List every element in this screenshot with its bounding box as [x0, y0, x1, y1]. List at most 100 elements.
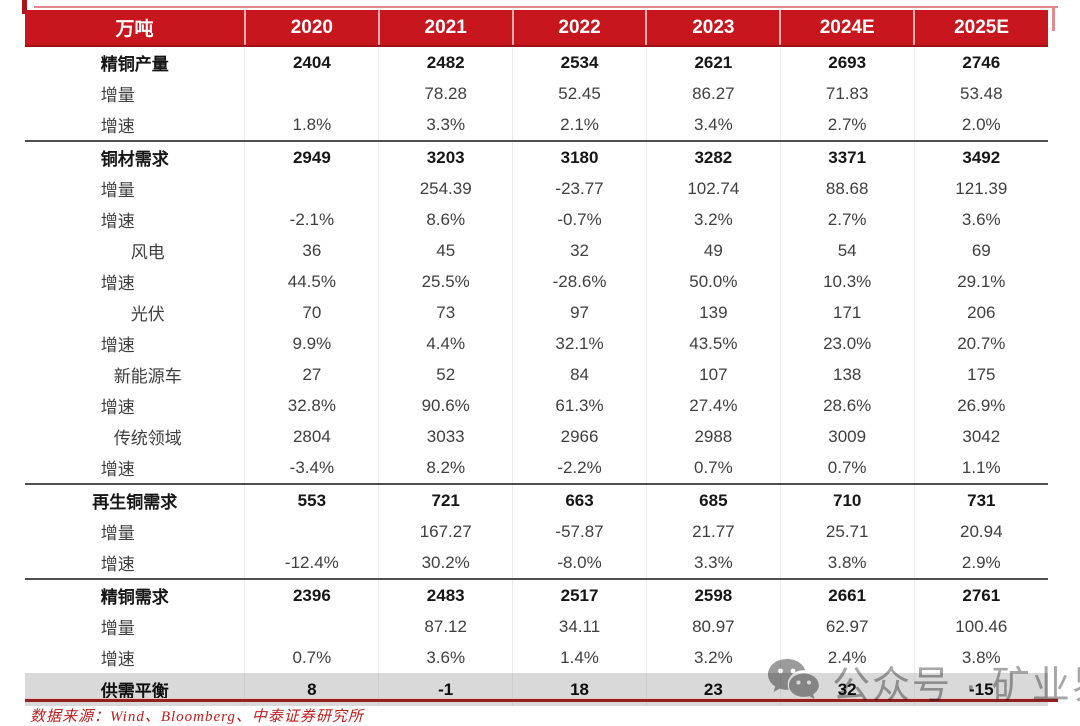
- table-row-新能源车: 新能源车 27 52 84 107 138 175: [25, 359, 1048, 390]
- table-cell: 70: [244, 297, 379, 328]
- table-cell: 62.97: [779, 611, 915, 642]
- table-cell: 3.3%: [645, 547, 781, 579]
- table-cell: 3203: [378, 140, 513, 173]
- table-cell: 3180: [512, 140, 647, 173]
- row-label: 增速: [100, 212, 135, 231]
- row-label: 风电: [130, 243, 165, 262]
- table-cell: 171: [779, 297, 915, 328]
- table-cell: -28.6%: [512, 266, 647, 297]
- table-cell: 139: [645, 297, 781, 328]
- table-cell: 175: [913, 359, 1048, 390]
- table-row-增量: 增量 87.12 34.11 80.97 62.97 100.46: [25, 611, 1048, 642]
- column-header-2020: 2020: [243, 10, 379, 47]
- table-cell: 1.8%: [244, 109, 379, 141]
- table-cell: 32.1%: [512, 328, 647, 359]
- table-row-增速: 增速 9.9% 4.4% 32.1% 43.5% 23.0% 20.7%: [25, 328, 1048, 359]
- table-cell: 61.3%: [512, 390, 647, 421]
- table-row-传统领域: 传统领域 2804 3033 2966 2988 3009 3042: [25, 421, 1048, 452]
- table-cell: 52: [378, 359, 513, 390]
- table-cell: 50.0%: [645, 266, 781, 297]
- table-cell: 25.5%: [378, 266, 513, 297]
- row-label: 增速: [100, 650, 135, 669]
- table-cell: -12.4%: [244, 547, 379, 579]
- table-cell: 2.1%: [512, 109, 647, 141]
- table-row-光伏: 光伏 70 73 97 139 171 206: [25, 297, 1048, 328]
- table-cell: 710: [779, 483, 915, 516]
- table-cell: 86.27: [645, 78, 781, 109]
- table-cell: 49: [645, 235, 781, 266]
- table-cell: 663: [512, 483, 647, 516]
- table-row-增量: 增量 167.27 -57.87 21.77 25.71 20.94: [25, 516, 1048, 547]
- table-bottom-line-light: [25, 698, 1058, 699]
- row-label: 增速: [100, 117, 135, 136]
- row-label: 增量: [100, 181, 135, 200]
- table-cell: 2949: [244, 140, 379, 173]
- table-cell: 2598: [645, 578, 781, 611]
- table-cell: 2.7%: [779, 109, 915, 141]
- unit-header: 万吨: [25, 10, 245, 47]
- table-cell: 36: [244, 235, 379, 266]
- table-cell: 1.1%: [913, 452, 1048, 484]
- table-cell: 2396: [244, 578, 379, 611]
- table-cell: 3.6%: [378, 642, 513, 673]
- table-cell: 45: [378, 235, 513, 266]
- table-cell: 121.39: [913, 173, 1048, 204]
- table-cell: 2.7%: [779, 204, 915, 235]
- table-cell: 3033: [378, 421, 513, 452]
- table-cell: 26.9%: [913, 390, 1048, 421]
- data-table: 万吨 2020 2021 2022 2023 2024E 2025E 精铜产量 2404 248…: [25, 10, 1048, 706]
- table-cell: 8.2%: [378, 452, 513, 484]
- table-cell: 2966: [512, 421, 647, 452]
- table-cell: 553: [244, 483, 379, 516]
- table-cell: 2483: [378, 578, 513, 611]
- table-row-增量: 增量 78.28 52.45 86.27 71.83 53.48: [25, 78, 1048, 109]
- table-row-增速: 增速 -2.1% 8.6% -0.7% 3.2% 2.7% 3.6%: [25, 204, 1048, 235]
- table-right-shadow-line: [1052, 7, 1055, 31]
- table-cell: 97: [512, 297, 647, 328]
- table-cell: 69: [913, 235, 1048, 266]
- table-row-增速: 增速 1.8% 3.3% 2.1% 3.4% 2.7% 2.0%: [25, 109, 1048, 141]
- table-cell: 4.4%: [378, 328, 513, 359]
- table-cell: 107: [645, 359, 781, 390]
- table-cell: 21.77: [645, 516, 781, 547]
- table-cell: 30.2%: [378, 547, 513, 579]
- table-row-风电: 风电 36 45 32 49 54 69: [25, 235, 1048, 266]
- row-label: 光伏: [130, 305, 165, 324]
- table-cell: 102.74: [645, 173, 781, 204]
- table-row-增速: 增速 32.8% 90.6% 61.3% 27.4% 28.6% 26.9%: [25, 390, 1048, 421]
- table-cell: 138: [779, 359, 915, 390]
- row-label: 增量: [100, 524, 135, 543]
- table-cell: 20.7%: [913, 328, 1048, 359]
- table-cell: 2534: [512, 46, 647, 78]
- data-source-note: 数据来源：Wind、Bloomberg、中泰证券研究所: [30, 709, 364, 725]
- table-cell: 88.68: [779, 173, 915, 204]
- table-cell: 20.94: [913, 516, 1048, 547]
- table-top-left-shadow: [22, 0, 27, 14]
- table-body: 精铜产量 2404 2482 2534 2621 2693 2746 增量 78.28 52.45…: [25, 46, 1048, 706]
- table-cell: 9.9%: [244, 328, 379, 359]
- table-cell: -2.1%: [244, 204, 379, 235]
- table-row-增速: 增速 -12.4% 30.2% -8.0% 3.3% 3.8% 2.9%: [25, 547, 1048, 579]
- table-cell: 3042: [913, 421, 1048, 452]
- table-row-精铜需求: 精铜需求 2396 2483 2517 2598 2661 2761: [25, 578, 1048, 611]
- table-cell: 3.2%: [645, 642, 781, 673]
- row-label: 增速: [100, 336, 135, 355]
- table-cell: 2621: [645, 46, 781, 78]
- table-cell: 2.9%: [913, 547, 1048, 579]
- table-cell: 25.71: [779, 516, 915, 547]
- table-cell: 1.4%: [512, 642, 647, 673]
- table-cell: 8.6%: [378, 204, 513, 235]
- table-cell: 27: [244, 359, 379, 390]
- table-row-增量: 增量 254.39 -23.77 102.74 88.68 121.39: [25, 173, 1048, 204]
- table-cell: 3282: [645, 140, 781, 173]
- table-cell: 90.6%: [378, 390, 513, 421]
- row-label: 再生铜需求: [25, 483, 245, 516]
- table-cell: [244, 516, 379, 547]
- table-cell: 80.97: [645, 611, 781, 642]
- table-row-增速: 增速 -3.4% 8.2% -2.2% 0.7% 0.7% 1.1%: [25, 452, 1048, 484]
- table-cell: 2746: [913, 46, 1048, 78]
- table-cell: 731: [913, 483, 1048, 516]
- copper-balance-table: 万吨 2020 2021 2022 2023 2024E 2025E 精铜产量 2404 248…: [25, 10, 1048, 706]
- table-cell: -3.4%: [244, 452, 379, 484]
- row-label: 增速: [100, 460, 135, 479]
